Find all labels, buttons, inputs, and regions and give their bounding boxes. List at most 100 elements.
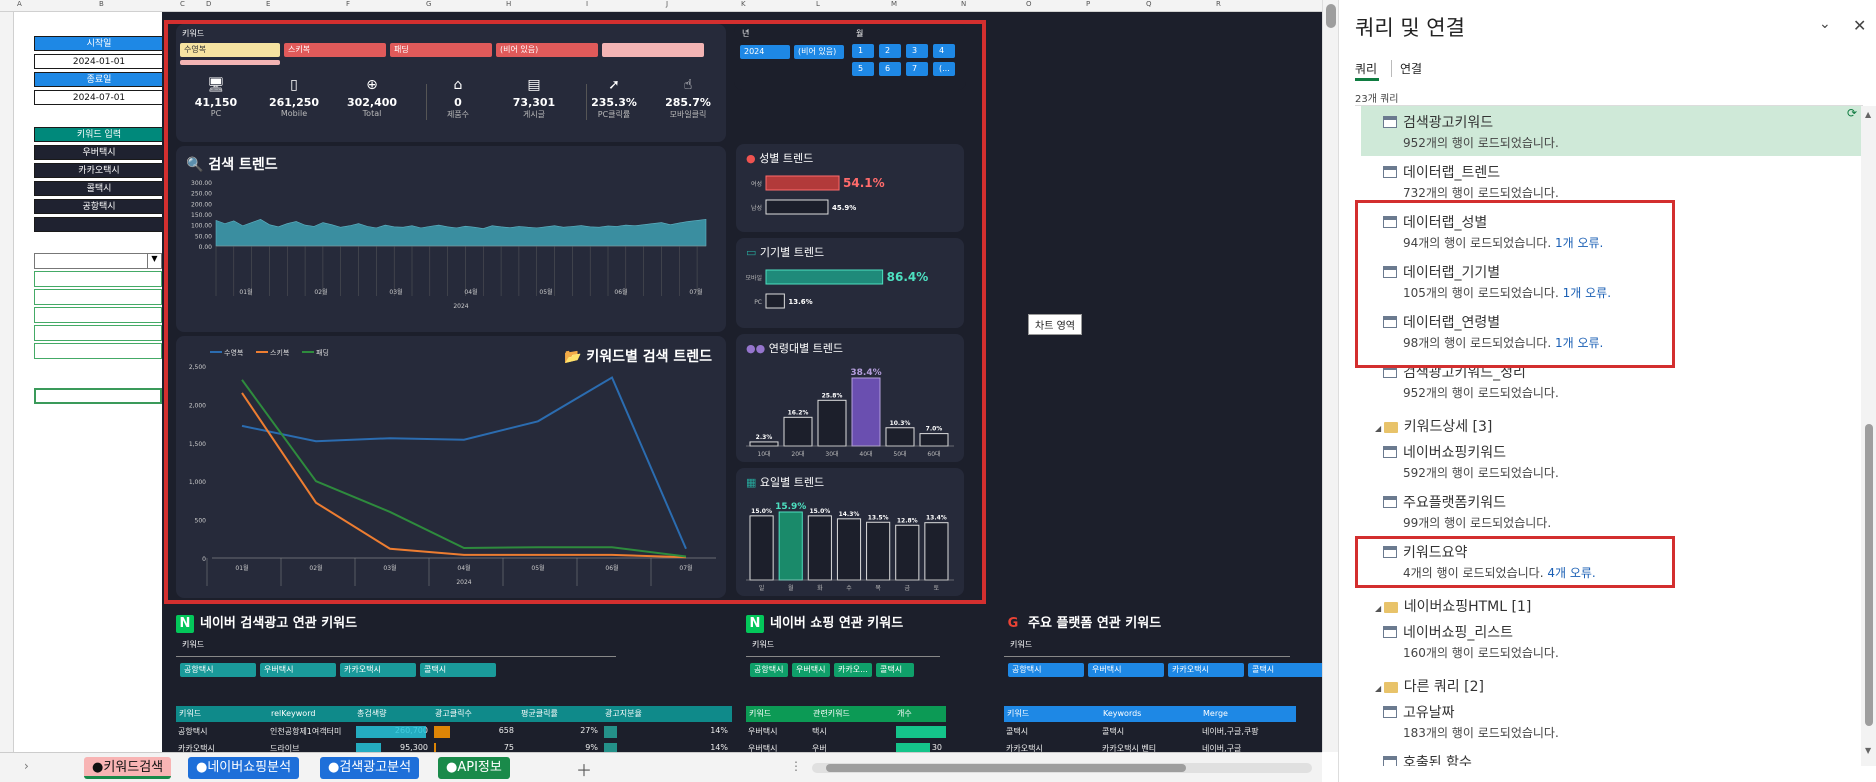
column-header[interactable]: A <box>17 0 22 8</box>
keyword-cell-4[interactable]: 공항택시 <box>34 199 164 214</box>
year-chip-empty[interactable]: (비어 있음) <box>794 45 844 59</box>
keyword-chip[interactable]: 카카오택시 <box>340 663 416 677</box>
expand-triangle-icon[interactable]: ◢ <box>1375 604 1384 613</box>
query-group[interactable]: ◢ 키워드상세 [3] <box>1375 419 1493 435</box>
table-header[interactable]: 총검색량 <box>354 706 432 722</box>
table-header[interactable]: 개수 <box>894 706 946 722</box>
table-header[interactable]: Merge <box>1200 706 1296 722</box>
column-header[interactable]: D <box>206 0 212 8</box>
column-header[interactable]: Q <box>1146 0 1152 8</box>
column-header[interactable]: B <box>99 0 104 8</box>
query-item[interactable]: 데이터랩_성별 94개의 행이 로드되었습니다. 1개 오류. <box>1339 206 1819 256</box>
end-date-cell[interactable]: 2024-07-01 <box>34 90 164 105</box>
column-header[interactable]: L <box>816 0 820 8</box>
keyword-cell-3[interactable]: 콜택시 <box>34 181 164 196</box>
column-header[interactable]: F <box>346 0 351 8</box>
keyword-chip[interactable]: 공항택시 <box>1008 663 1084 677</box>
scroll-thumb[interactable] <box>1326 4 1336 28</box>
keyword-chip[interactable]: 카카오... <box>834 663 872 677</box>
query-item[interactable]: 데이터랩_트렌드 732개의 행이 로드되었습니다. <box>1339 156 1819 206</box>
keyword-cell-5[interactable] <box>34 217 164 232</box>
search-trend-chart[interactable]: 300.00 250.00 200.00 150.00 100.00 50.00 0.00 0… <box>176 176 726 332</box>
slicer-chip-blank[interactable] <box>602 43 704 57</box>
sheet-tab[interactable]: ●키워드검색 <box>84 757 172 779</box>
keyword-cell-1[interactable]: 우버택시 <box>34 145 164 160</box>
keyword-chip[interactable]: 우버택시 <box>1088 663 1164 677</box>
month-chip[interactable]: (... <box>933 62 955 76</box>
keyword-chip[interactable]: 카카오택시 <box>1168 663 1244 677</box>
error-link[interactable]: 1개 오류. <box>1554 336 1604 350</box>
keyword-chip[interactable]: 우버택시 <box>792 663 830 677</box>
keyword-chip[interactable]: 콜택시 <box>876 663 914 677</box>
chevron-right-icon[interactable]: › <box>24 759 29 773</box>
query-item[interactable]: 호출된 함수 <box>1339 746 1819 766</box>
close-icon[interactable]: ✕ <box>1853 16 1867 35</box>
month-chip[interactable]: 2 <box>879 44 901 58</box>
query-item[interactable]: 네이버쇼핑키워드 592개의 행이 로드되었습니다. <box>1339 436 1819 486</box>
query-item[interactable]: 검색광고키워드_정리 952개의 행이 로드되었습니다. <box>1339 356 1819 406</box>
table-header[interactable]: 키워드 <box>1004 706 1100 722</box>
table-header[interactable]: 키워드 <box>176 706 268 722</box>
month-chip[interactable]: 3 <box>906 44 928 58</box>
column-header[interactable]: R <box>1216 0 1221 8</box>
sheet-tab[interactable]: ●네이버쇼핑분석 <box>188 757 300 779</box>
error-link[interactable]: 1개 오류. <box>1554 236 1604 250</box>
gender-chart[interactable]: 여성 54.1% 남성 45.9% <box>736 166 964 232</box>
more-options-icon[interactable]: ⋮ <box>790 759 802 773</box>
scroll-thumb[interactable] <box>1865 424 1873 726</box>
tab-connections[interactable]: 연결 <box>1391 60 1422 77</box>
expand-triangle-icon[interactable]: ◢ <box>1375 424 1384 433</box>
panel-scrollbar[interactable]: ▲ ▼ <box>1861 106 1876 766</box>
scroll-thumb[interactable] <box>826 764 1186 772</box>
chevron-down-icon[interactable]: ⌄ <box>1819 16 1831 32</box>
table-header[interactable]: 평균클릭률 <box>518 706 602 722</box>
query-item[interactable]: 데이터랩_기기별 105개의 행이 로드되었습니다. 1개 오류. <box>1339 256 1819 306</box>
selected-cell[interactable] <box>34 388 162 404</box>
sheet-tab[interactable]: ●검색광고분석 <box>320 757 420 779</box>
query-list[interactable]: 검색광고키워드 952개의 행이 로드되었습니다. ⟳ 데이터랩_트렌드 732개의 행… <box>1339 106 1861 766</box>
dropdown-cell[interactable]: ▼ <box>34 253 162 269</box>
error-link[interactable]: 4개 오류. <box>1547 566 1596 580</box>
start-date-cell[interactable]: 2024-01-01 <box>34 54 164 69</box>
year-chip-2024[interactable]: 2024 <box>740 45 790 59</box>
age-chart[interactable]: 2.3% 10대 16.2% 20대 25.8% 30대 38.4% 40대 10.3% 50대 7… <box>736 354 964 462</box>
column-header[interactable]: M <box>891 0 898 8</box>
query-item[interactable]: 키워드요약 4개의 행이 로드되었습니다. 4개 오류. <box>1339 536 1819 586</box>
column-header[interactable]: C <box>180 0 185 8</box>
table-header[interactable]: Keywords <box>1100 706 1200 722</box>
keyword-chip[interactable]: 우버택시 <box>260 663 336 677</box>
table-header[interactable]: 키워드 <box>746 706 810 722</box>
query-item[interactable]: 검색광고키워드 952개의 행이 로드되었습니다. ⟳ <box>1361 106 1861 156</box>
column-header[interactable]: N <box>961 0 967 8</box>
query-group[interactable]: ◢ 네이버쇼핑HTML [1] <box>1375 599 1532 615</box>
keyword-trend-chart[interactable]: 2,500 2,000 1,500 1,000 500 0 01월 02월 03월 04월 05월 0… <box>176 336 726 598</box>
column-header[interactable]: K <box>741 0 746 8</box>
month-chip[interactable]: 1 <box>852 44 874 58</box>
expand-triangle-icon[interactable]: ◢ <box>1375 684 1384 693</box>
query-group[interactable]: ◢ 다른 쿼리 [2] <box>1375 679 1484 695</box>
column-header[interactable]: O <box>1026 0 1032 8</box>
table-header[interactable]: 관련키워드 <box>810 706 894 722</box>
query-item[interactable]: 고유날짜 183개의 행이 로드되었습니다. <box>1339 696 1819 746</box>
keyword-cell-2[interactable]: 카카오택시 <box>34 163 164 178</box>
chevron-down-icon[interactable]: ▼ <box>147 254 161 268</box>
device-chart[interactable]: 모바일 86.4% PC 13.6% <box>736 260 964 328</box>
table-header[interactable]: 광고지분율 <box>602 706 732 722</box>
column-header[interactable]: J <box>666 0 669 8</box>
tab-queries[interactable]: 쿼리 <box>1355 62 1378 76</box>
month-chip[interactable]: 6 <box>879 62 901 76</box>
column-header[interactable]: P <box>1086 0 1091 8</box>
column-header[interactable]: E <box>266 0 271 8</box>
refresh-icon[interactable]: ⟳ <box>1846 106 1857 120</box>
vertical-scrollbar[interactable] <box>1322 0 1338 752</box>
weekday-chart[interactable]: 15.0% 일 15.9% 월 15.0% 화 14.3% 수 13.5% 목 12.8% 금 13.4… <box>736 488 964 596</box>
slicer-chip-padding[interactable]: 패딩 <box>390 43 492 57</box>
horizontal-scrollbar[interactable] <box>812 763 1312 773</box>
keyword-chip[interactable]: 공항택시 <box>180 663 256 677</box>
keyword-chip[interactable]: 공항택시 <box>750 663 788 677</box>
sheet-tab[interactable]: ●API정보 <box>438 757 510 779</box>
add-sheet-button[interactable]: ＋ <box>576 761 593 780</box>
month-chip[interactable]: 7 <box>906 62 928 76</box>
keyword-chip[interactable]: 콜택시 <box>1248 663 1322 677</box>
